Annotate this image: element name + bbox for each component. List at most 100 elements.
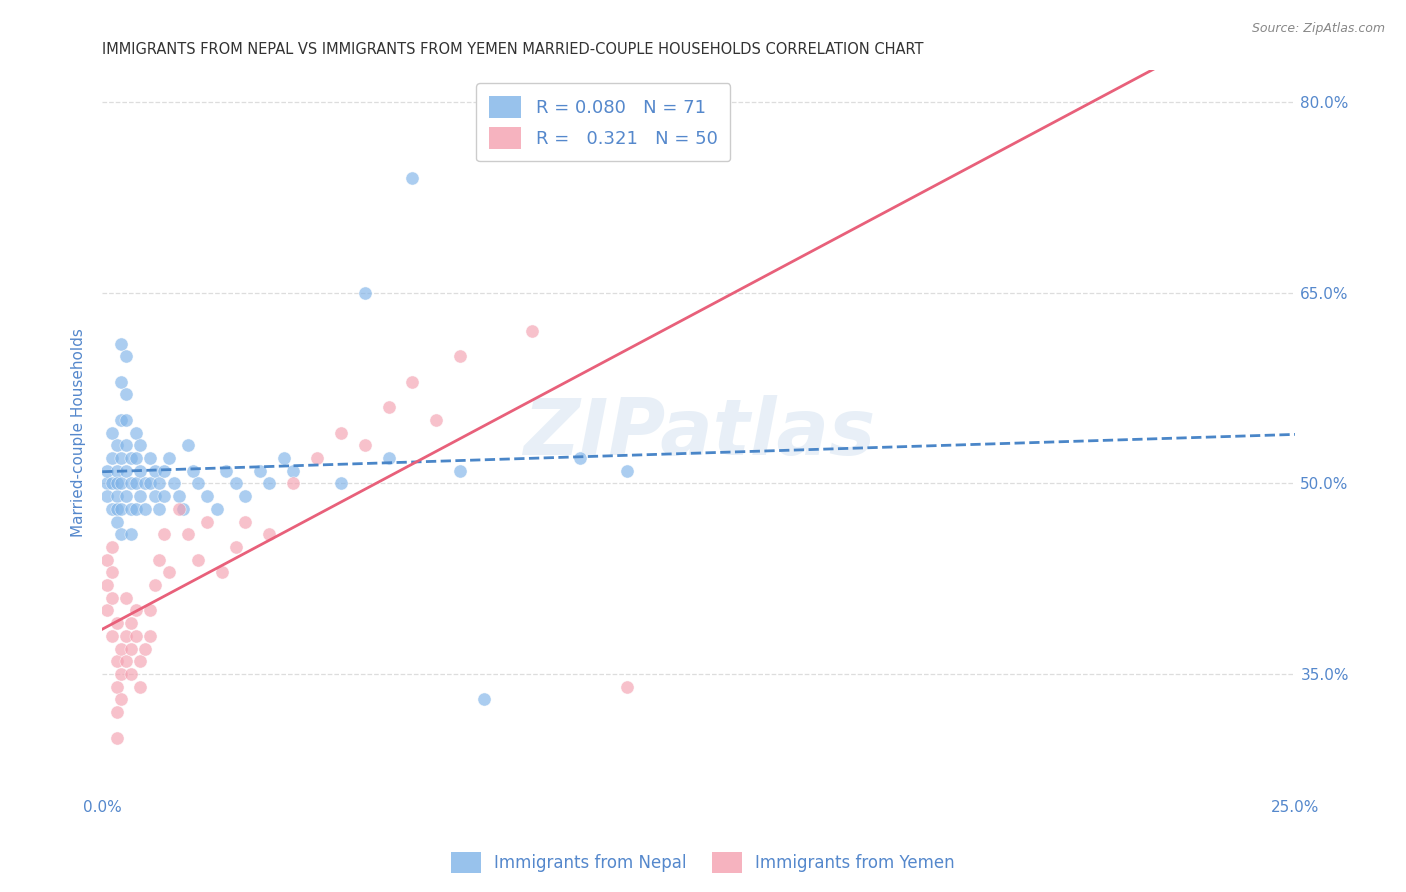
Point [143, 489, 166, 503]
Point [110, 476, 132, 491]
Point [115, 591, 138, 605]
Point [115, 489, 138, 503]
Point [129, 680, 152, 694]
Point [157, 450, 180, 465]
Point [110, 527, 132, 541]
Point [616, 680, 638, 694]
Point [329, 476, 352, 491]
Point [377, 400, 399, 414]
Point [105, 705, 128, 719]
Point [153, 527, 176, 541]
Point [96, 464, 118, 478]
Point [120, 527, 142, 541]
Point [110, 667, 132, 681]
Point [616, 464, 638, 478]
Point [110, 375, 132, 389]
Point [568, 450, 591, 465]
Point [105, 680, 128, 694]
Point [110, 641, 132, 656]
Point [115, 349, 138, 363]
Point [96, 603, 118, 617]
Text: ZIPatlas: ZIPatlas [523, 394, 875, 471]
Point [449, 349, 471, 363]
Point [143, 464, 166, 478]
Point [134, 476, 156, 491]
Point [157, 566, 180, 580]
Point [143, 578, 166, 592]
Point [100, 540, 122, 554]
Point [181, 464, 204, 478]
Point [215, 464, 238, 478]
Point [273, 450, 295, 465]
Point [153, 489, 176, 503]
Legend: Immigrants from Nepal, Immigrants from Yemen: Immigrants from Nepal, Immigrants from Y… [444, 846, 962, 880]
Point [259, 527, 281, 541]
Point [353, 438, 375, 452]
Point [129, 438, 152, 452]
Point [129, 464, 152, 478]
Point [124, 603, 146, 617]
Point [225, 476, 247, 491]
Point [120, 501, 142, 516]
Point [124, 450, 146, 465]
Point [139, 450, 162, 465]
Point [329, 425, 352, 440]
Point [120, 450, 142, 465]
Point [148, 552, 170, 566]
Point [105, 515, 128, 529]
Point [110, 450, 132, 465]
Point [167, 501, 190, 516]
Point [225, 540, 247, 554]
Point [377, 450, 399, 465]
Point [100, 566, 122, 580]
Point [148, 501, 170, 516]
Point [105, 464, 128, 478]
Point [425, 413, 447, 427]
Point [281, 464, 304, 478]
Point [115, 413, 138, 427]
Point [249, 464, 271, 478]
Point [259, 476, 281, 491]
Point [134, 641, 156, 656]
Legend: R = 0.080   N = 71, R =   0.321   N = 50: R = 0.080 N = 71, R = 0.321 N = 50 [477, 83, 731, 161]
Point [139, 476, 162, 491]
Point [139, 603, 162, 617]
Point [129, 654, 152, 668]
Point [124, 476, 146, 491]
Point [105, 438, 128, 452]
Point [205, 501, 228, 516]
Point [134, 501, 156, 516]
Point [96, 489, 118, 503]
Point [187, 552, 209, 566]
Point [153, 464, 176, 478]
Point [472, 692, 495, 706]
Point [177, 438, 200, 452]
Point [100, 591, 122, 605]
Point [235, 489, 257, 503]
Text: Source: ZipAtlas.com: Source: ZipAtlas.com [1251, 22, 1385, 36]
Point [100, 629, 122, 643]
Point [124, 425, 146, 440]
Point [172, 501, 194, 516]
Point [115, 438, 138, 452]
Point [96, 552, 118, 566]
Point [100, 425, 122, 440]
Point [115, 387, 138, 401]
Point [195, 489, 218, 503]
Point [100, 476, 122, 491]
Point [115, 464, 138, 478]
Point [187, 476, 209, 491]
Point [110, 336, 132, 351]
Point [211, 566, 233, 580]
Point [110, 501, 132, 516]
Point [105, 731, 128, 745]
Point [110, 413, 132, 427]
Point [163, 476, 186, 491]
Y-axis label: Married-couple Households: Married-couple Households [72, 328, 86, 537]
Point [520, 324, 543, 338]
Point [124, 501, 146, 516]
Point [235, 515, 257, 529]
Point [115, 629, 138, 643]
Point [195, 515, 218, 529]
Point [177, 527, 200, 541]
